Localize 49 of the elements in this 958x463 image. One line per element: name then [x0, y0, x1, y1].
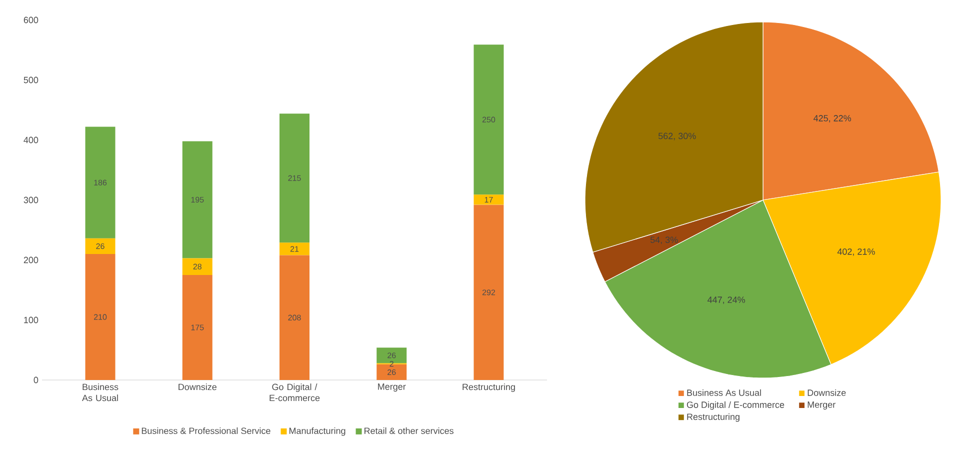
y-tick-label: 400: [24, 136, 38, 144]
legend-label: Restructuring: [687, 413, 740, 422]
x-tick-label: Restructuring: [462, 384, 515, 392]
data-label: 21: [290, 246, 299, 252]
bar: [85, 254, 116, 380]
data-label: 215: [288, 175, 301, 181]
legend-label: Business & Professional Service: [142, 427, 270, 434]
data-label: 447, 24%: [708, 296, 746, 304]
bar: [85, 126, 116, 238]
y-tick-label: 0: [34, 376, 38, 384]
bar: [280, 242, 310, 256]
bar: [280, 255, 310, 380]
data-label: 26: [388, 369, 396, 376]
data-label: 175: [191, 324, 204, 330]
legend-label: Go Digital / E-commerce: [686, 401, 784, 410]
data-label: 402, 21%: [837, 248, 875, 256]
data-label: 54, 3%: [650, 236, 678, 244]
y-tick-label: 500: [24, 76, 38, 84]
legend-label: Retail & other services: [364, 427, 454, 434]
bar: [182, 258, 212, 275]
data-label: 26: [388, 352, 396, 358]
x-tick-label: Merger: [378, 384, 406, 392]
data-label: 208: [288, 314, 301, 320]
y-tick-label: 100: [24, 316, 38, 324]
data-label: 186: [94, 180, 107, 186]
x-tick-label: Downsize: [178, 384, 216, 390]
data-label: 195: [191, 196, 204, 203]
legend-label: Manufacturing: [289, 427, 346, 436]
legend-label: Merger: [808, 402, 836, 410]
data-label: 210: [94, 314, 107, 320]
x-tick-label: Business As Usual: [82, 384, 118, 402]
data-label: 17: [484, 196, 493, 202]
data-label: 250: [482, 116, 496, 122]
data-label: 562, 30%: [658, 132, 696, 140]
data-label: 425, 22%: [814, 115, 852, 122]
bar: [474, 44, 504, 195]
y-tick-label: 600: [24, 16, 38, 24]
bar: [85, 238, 116, 254]
y-tick-label: 200: [24, 256, 38, 264]
data-label: 26: [96, 243, 104, 250]
bar: [182, 275, 212, 380]
bar: [280, 114, 310, 243]
bar: [182, 141, 212, 258]
bar: [474, 194, 504, 205]
y-tick-label: 300: [24, 196, 38, 204]
data-label: 292: [482, 290, 496, 296]
data-label: 28: [193, 264, 202, 270]
x-tick-label: Go Digital / E-commerce: [270, 384, 320, 402]
bar: [474, 204, 504, 380]
